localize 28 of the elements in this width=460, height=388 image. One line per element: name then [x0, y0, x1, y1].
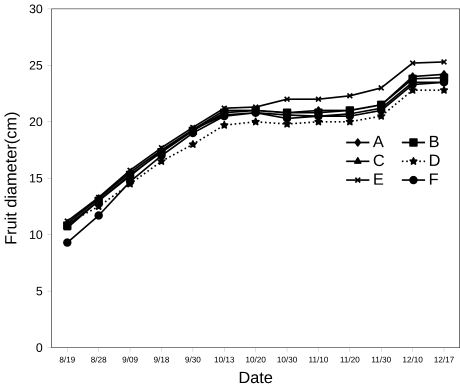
- y-tick-label: 5: [36, 286, 42, 296]
- x-tick-label: 12/17: [434, 356, 454, 363]
- x-axis-title: Date: [240, 372, 272, 384]
- x-tick-label: 12/10: [403, 356, 423, 363]
- legend-label: C: [374, 154, 384, 166]
- legend-label: B: [430, 136, 439, 148]
- legend-label: E: [374, 174, 384, 185]
- y-tick-label: 0: [36, 343, 42, 352]
- x-tick-label: 8/28: [91, 356, 106, 363]
- x-tick-label: 8/19: [60, 356, 75, 363]
- legend-label: D: [430, 154, 440, 166]
- x-tick-label: 11/20: [340, 356, 360, 363]
- y-tick-label: 15: [30, 174, 42, 183]
- x-tick-label: 11/10: [309, 356, 328, 363]
- legend-label: F: [430, 174, 438, 185]
- y-tick-label: 10: [30, 230, 42, 240]
- y-tick-label: 25: [30, 61, 42, 70]
- x-tick-label: 9/18: [154, 356, 170, 363]
- x-tick-label: 10/20: [246, 356, 266, 363]
- x-tick-label: 10/30: [277, 356, 297, 363]
- x-tick-label: 9/30: [185, 356, 200, 363]
- x-tick-label: 9/09: [122, 356, 138, 363]
- x-tick-label: 11/30: [372, 356, 391, 363]
- y-tick-label: 20: [30, 118, 42, 126]
- y-tick-label: 30: [30, 4, 42, 14]
- x-tick-label: 10/13: [214, 356, 234, 363]
- legend-label: A: [372, 136, 384, 148]
- y-axis-title: Fruit diameter(cm): [4, 112, 20, 244]
